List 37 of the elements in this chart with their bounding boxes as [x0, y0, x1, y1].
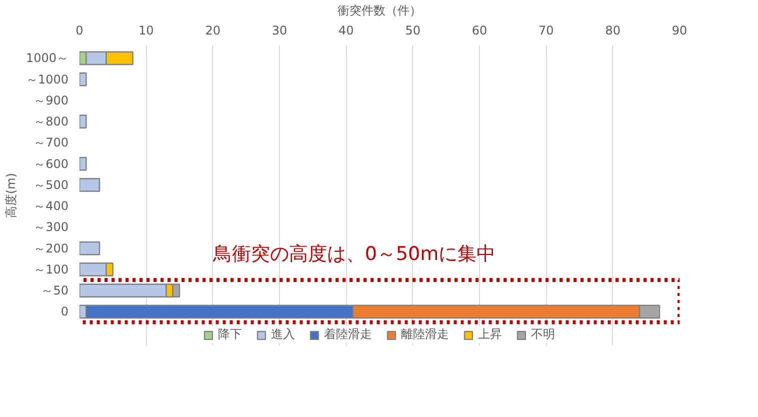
bar [80, 156, 87, 171]
x-tick-label: 70 [538, 24, 554, 38]
legend-label: 不明 [531, 326, 555, 343]
x-tick-label: 20 [205, 24, 220, 38]
legend-label: 離陸滑走 [401, 326, 449, 343]
y-tick-label: 1000～ [26, 51, 69, 66]
x-tick-label: 80 [605, 24, 620, 38]
legend-label: 進入 [271, 326, 295, 343]
y-tick-label: ～800 [34, 114, 68, 129]
x-tick-label: 60 [472, 24, 488, 38]
bar [80, 241, 100, 256]
y-tick-label: ～600 [34, 156, 68, 171]
bar [80, 114, 87, 128]
annotation: 鳥衝突の高度は、0～50mに集中 [212, 243, 496, 266]
y-tick-label: 0 [60, 304, 69, 319]
x-tick-label: 40 [338, 24, 354, 38]
legend-label: 着陸滑走 [324, 326, 372, 343]
y-tick-label: ～700 [34, 136, 68, 150]
y-tick-label: ～50 [41, 284, 69, 298]
y-tick-label: ～300 [34, 220, 68, 234]
y-tick-label: ～200 [34, 241, 68, 256]
y-tick-label: ～900 [34, 93, 68, 108]
x-tick-label: 90 [672, 24, 688, 38]
y-tick-label: ～500 [34, 178, 68, 192]
y-tick-label: ～1000 [26, 72, 69, 86]
legend-label: 上昇 [478, 326, 502, 343]
y-tick-label: ～100 [34, 262, 68, 276]
legend-label: 降下 [218, 326, 242, 343]
x-tick-label: 30 [272, 24, 288, 38]
y-axis-title: 高度(m) [4, 172, 18, 218]
x-tick-label: 0 [76, 24, 84, 38]
y-tick-label: ～400 [34, 199, 68, 214]
bar [80, 72, 87, 86]
x-tick-label: 10 [138, 24, 154, 38]
x-tick-label: 50 [405, 24, 420, 38]
x-axis-title: 衝突件数（件） [338, 4, 422, 18]
bar [80, 178, 100, 192]
